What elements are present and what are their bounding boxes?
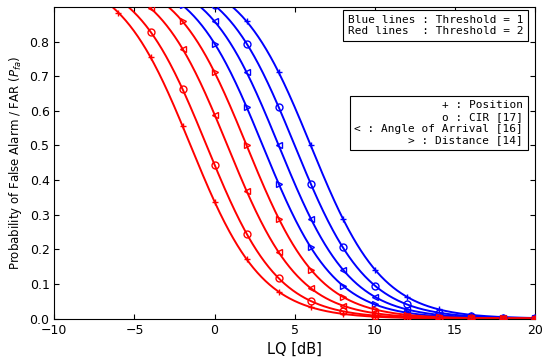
Y-axis label: Probability of False Alarm / FAR ($P_{fa}$): Probability of False Alarm / FAR ($P_{fa… [7, 56, 24, 270]
Text: Blue lines : Threshold = 1
Red lines  : Threshold = 2: Blue lines : Threshold = 1 Red lines : T… [348, 15, 523, 36]
Text: + : Position
o : CIR [17]
< : Angle of Arrival [16]
> : Distance [14]: + : Position o : CIR [17] < : Angle of A… [354, 100, 523, 145]
X-axis label: LQ [dB]: LQ [dB] [267, 342, 322, 357]
